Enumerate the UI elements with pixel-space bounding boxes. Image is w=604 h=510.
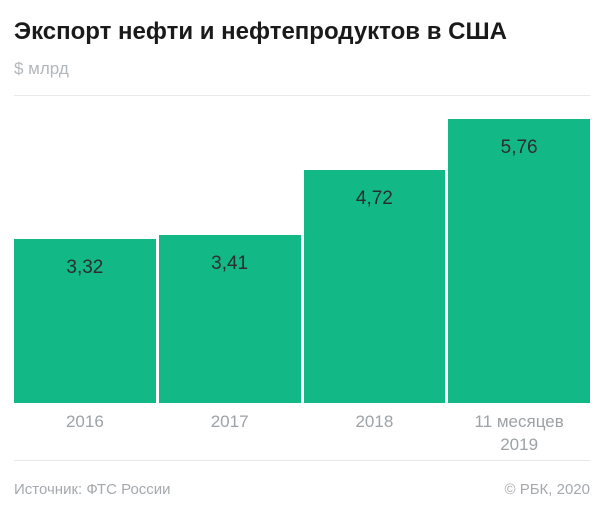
bar-value-label: 5,76	[500, 136, 538, 158]
x-tick-label: 2016	[65, 411, 104, 431]
x-tick-label: 2017	[210, 411, 249, 431]
bar-value-label: 3,32	[66, 256, 104, 278]
bar-chart: 3,32 3,41 4,72 5,76 2016 2017 2018 11 месяцев …	[14, 94, 590, 454]
bar-2016: 3,32	[14, 238, 156, 403]
x-tick-label: 2018	[355, 411, 394, 431]
footer-divider	[14, 459, 590, 461]
bar-value-label: 4,72	[355, 187, 393, 209]
bar-2017: 3,41	[158, 234, 301, 403]
x-tick-label: 11 месяцев 2019	[474, 411, 564, 454]
plot-area: 3,32 3,41 4,72 5,76	[14, 94, 590, 403]
footer: Источник: ФТС России © РБК, 2020	[14, 461, 590, 498]
chart-title: Экспорт нефти и нефтепродуктов в США	[14, 18, 507, 45]
bar-11-месяцев-2019: 5,76	[448, 118, 590, 403]
bar-2018: 4,72	[303, 169, 446, 403]
chart-units-label: $ млрд	[14, 58, 69, 78]
copyright-label: © РБК, 2020	[504, 480, 590, 498]
bar-value-label: 3,41	[211, 252, 249, 274]
x-axis-labels: 2016 2017 2018 11 месяцев 2019	[14, 411, 590, 454]
source-label: Источник: ФТС России	[14, 480, 171, 498]
